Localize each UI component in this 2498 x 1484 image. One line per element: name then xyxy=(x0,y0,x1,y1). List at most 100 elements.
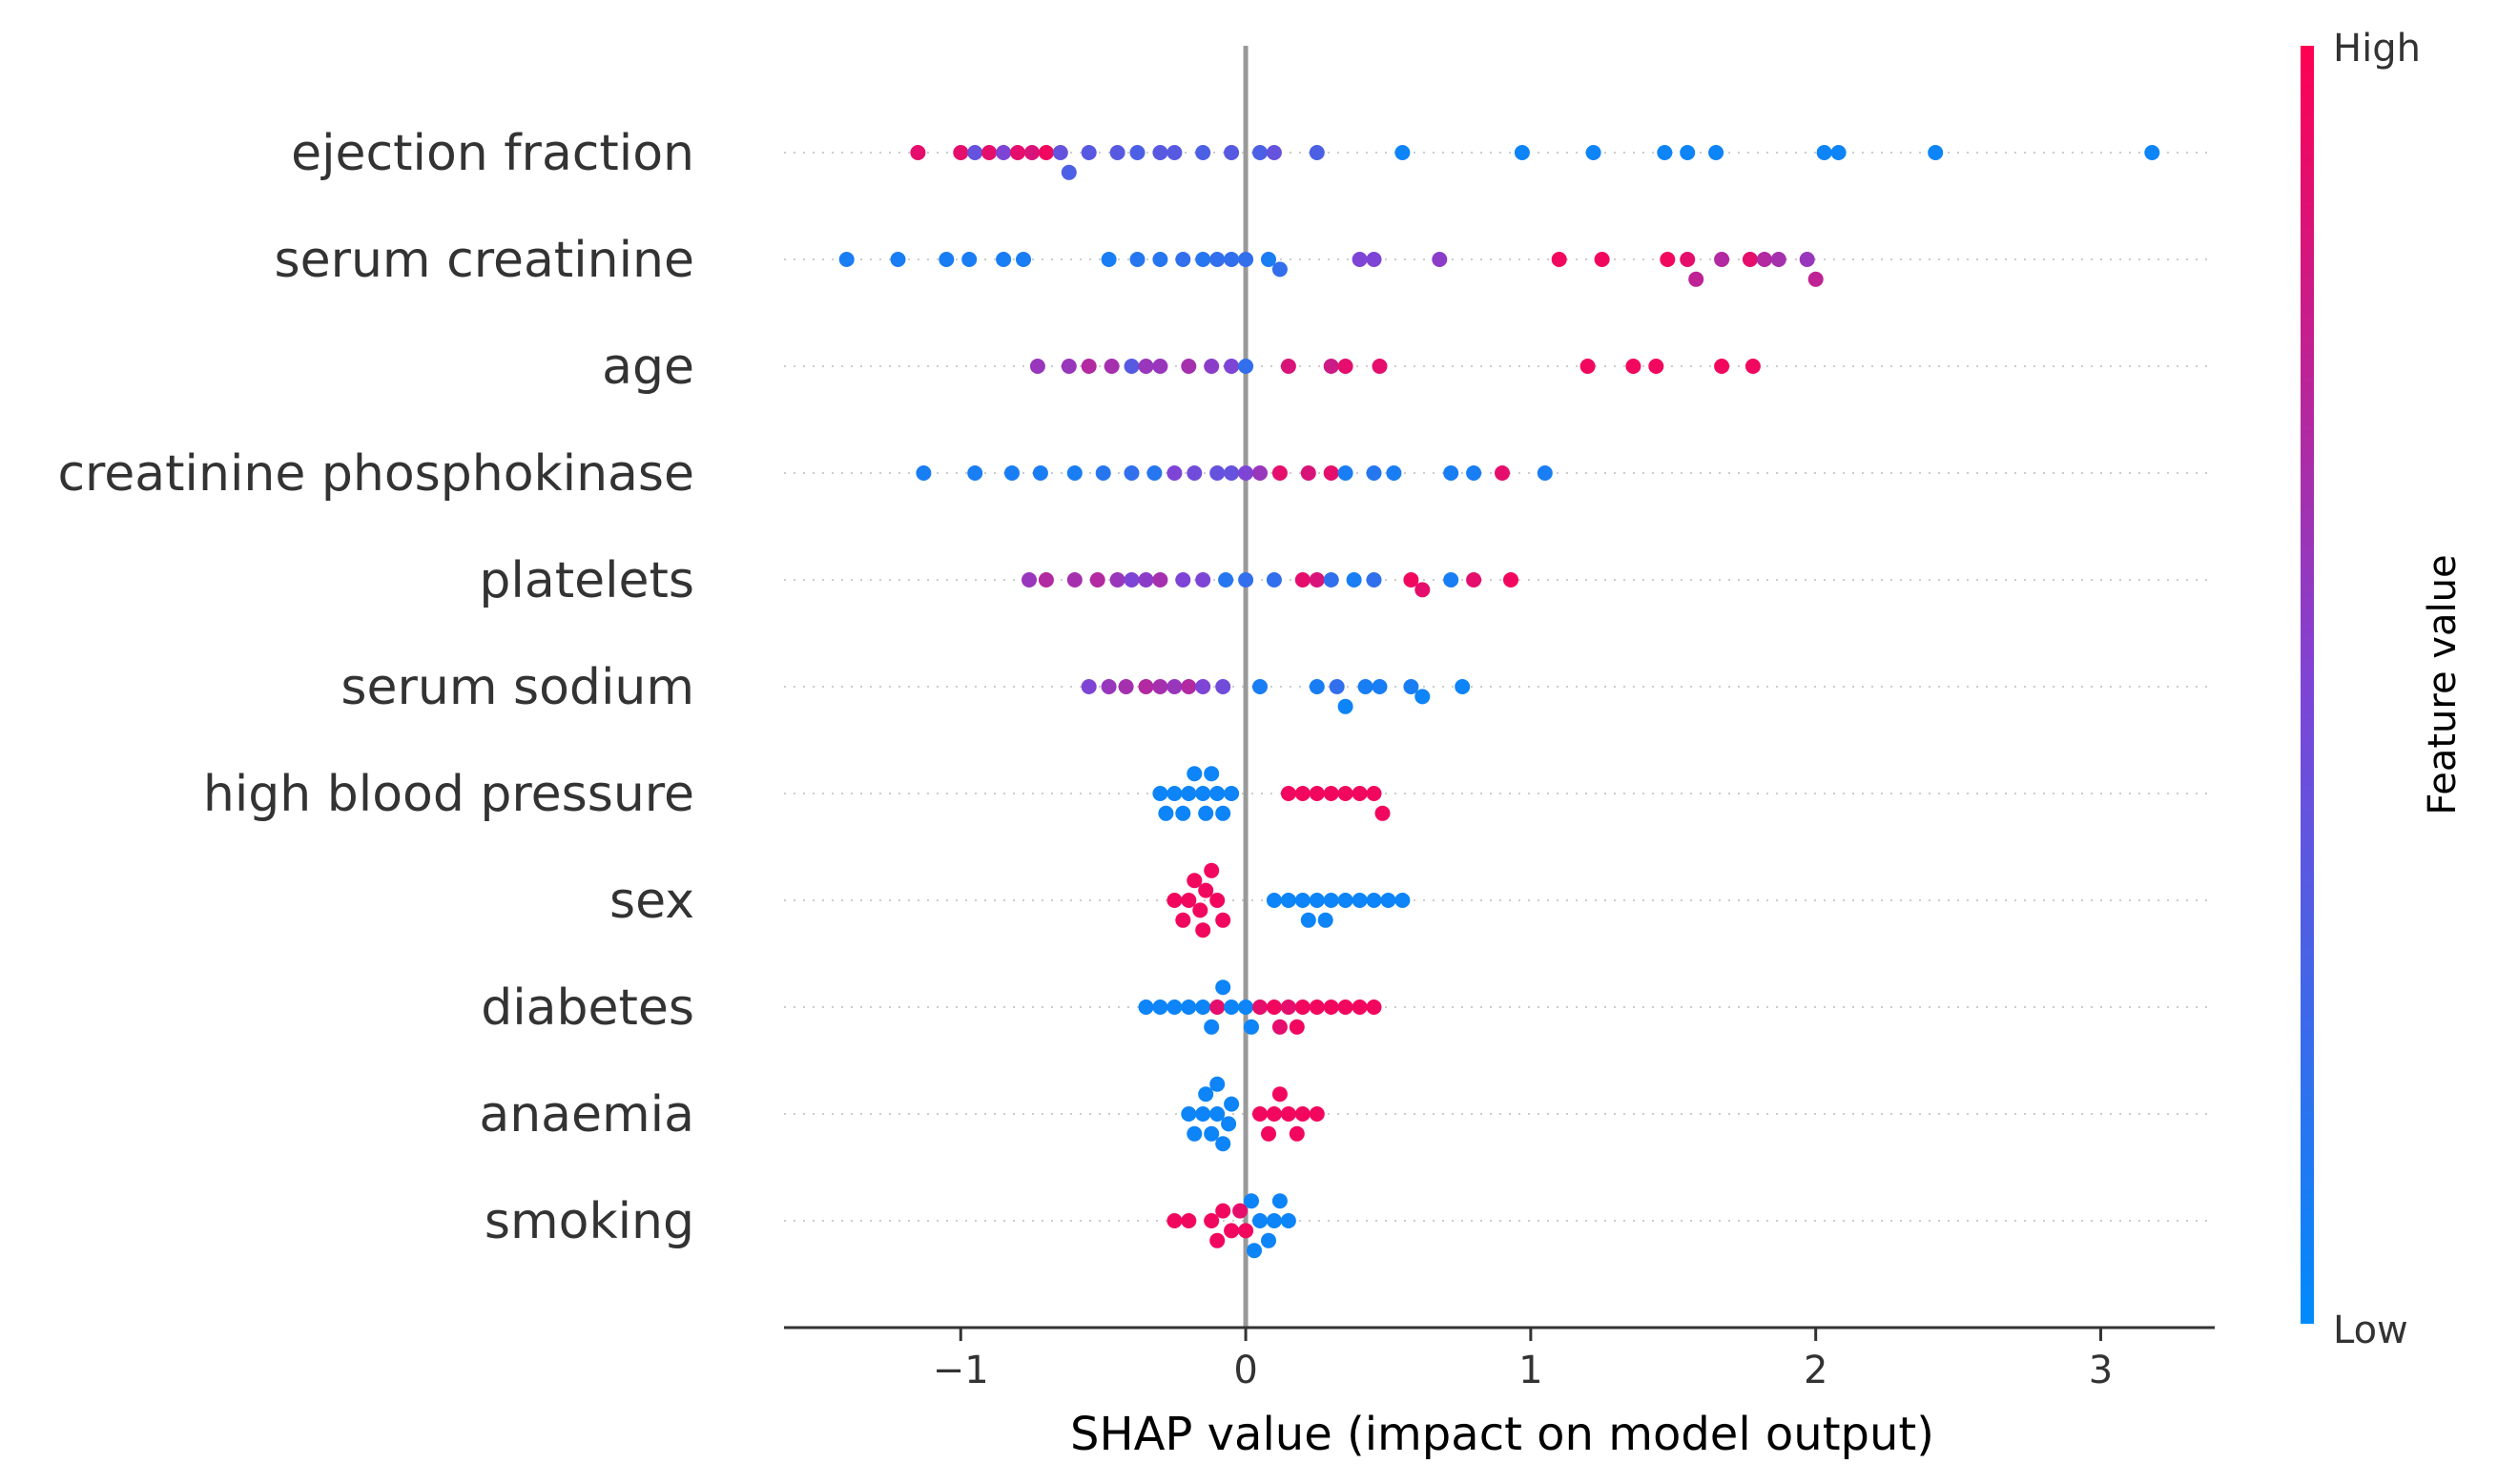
shap-point xyxy=(1443,465,1459,481)
shap-point xyxy=(1138,1000,1154,1015)
shap-point xyxy=(1061,164,1077,180)
shap-point xyxy=(1024,145,1040,160)
shap-point xyxy=(1138,572,1154,587)
feature-label: platelets xyxy=(479,552,694,609)
shap-point xyxy=(1066,465,1083,481)
shap-point xyxy=(1052,145,1068,160)
shap-point xyxy=(1266,1213,1282,1228)
x-tick-label: 3 xyxy=(2089,1349,2113,1392)
shap-point xyxy=(1095,465,1111,481)
shap-point xyxy=(1337,359,1353,374)
shap-point xyxy=(1224,359,1240,374)
shap-point xyxy=(1215,1136,1231,1152)
shap-point xyxy=(1799,252,1815,267)
shap-point xyxy=(1252,1213,1268,1228)
points-layer xyxy=(838,145,2160,1259)
shap-point xyxy=(1551,252,1567,267)
shap-point xyxy=(1004,465,1020,481)
shap-point xyxy=(1294,893,1311,908)
shap-point xyxy=(910,145,926,160)
shap-point xyxy=(939,252,955,267)
shap-point xyxy=(2144,145,2160,160)
shap-point xyxy=(1309,893,1325,908)
shap-point xyxy=(1198,805,1214,821)
shap-point xyxy=(1280,1213,1296,1228)
shap-point xyxy=(1585,145,1601,160)
shap-point xyxy=(1261,1125,1276,1142)
shap-point xyxy=(1280,786,1296,801)
shap-point xyxy=(1280,893,1296,908)
shap-point xyxy=(1514,145,1530,160)
shap-point xyxy=(996,252,1012,267)
shap-point xyxy=(1261,1232,1276,1248)
shap-point xyxy=(1372,359,1388,374)
shap-point xyxy=(1455,679,1471,694)
shap-point xyxy=(1252,465,1268,481)
shap-point xyxy=(1323,1000,1339,1015)
shap-point xyxy=(1166,145,1183,160)
shap-point xyxy=(1187,1125,1203,1142)
shap-point xyxy=(1252,679,1268,694)
shap-point xyxy=(1198,1086,1214,1103)
shap-point xyxy=(1579,359,1596,374)
shap-point xyxy=(1016,252,1031,267)
shap-point xyxy=(1770,252,1786,267)
shap-point xyxy=(1181,359,1197,374)
shap-point xyxy=(1247,1243,1262,1259)
shap-point xyxy=(1029,359,1045,374)
shap-point xyxy=(1366,786,1382,801)
shap-point xyxy=(1195,145,1211,160)
shap-point xyxy=(1816,145,1832,160)
shap-point xyxy=(1181,679,1197,694)
shap-point xyxy=(1195,1000,1211,1015)
shap-point xyxy=(1271,465,1288,481)
shap-point xyxy=(1215,679,1231,694)
shap-point xyxy=(1294,572,1311,587)
shap-point xyxy=(1714,252,1730,267)
shap-point xyxy=(1688,271,1704,287)
shap-point xyxy=(1657,145,1673,160)
colorbar-low-label: Low xyxy=(2333,1309,2408,1352)
shap-point xyxy=(1432,252,1448,267)
shap-point xyxy=(1198,882,1214,898)
shap-point xyxy=(1337,893,1353,908)
shap-point xyxy=(1294,786,1311,801)
shap-point xyxy=(1175,912,1191,928)
shap-point xyxy=(1209,1232,1226,1248)
shap-point xyxy=(1101,252,1117,267)
shap-point xyxy=(1289,1125,1305,1142)
shap-point xyxy=(1224,1096,1240,1112)
shap-point xyxy=(1181,1106,1197,1122)
feature-label: high blood pressure xyxy=(203,766,694,823)
shap-point xyxy=(1124,572,1140,587)
feature-label: diabetes xyxy=(481,979,694,1037)
shap-point xyxy=(1271,261,1288,278)
feature-label: serum sodium xyxy=(341,659,694,716)
feature-label: age xyxy=(602,339,694,396)
shap-point xyxy=(1204,359,1220,374)
shap-point xyxy=(1038,145,1054,160)
shap-point xyxy=(1238,359,1254,374)
shap-point xyxy=(1224,786,1240,801)
shap-point xyxy=(1209,465,1226,481)
shap-point xyxy=(1252,145,1268,160)
shap-point xyxy=(1215,805,1231,821)
shap-point xyxy=(1166,786,1183,801)
feature-rows: ejection fraction serum creatinine age crea… xyxy=(57,125,2215,1250)
shap-point xyxy=(1109,572,1125,587)
shap-point xyxy=(1152,679,1168,694)
shap-point xyxy=(1261,252,1276,267)
feature-label: serum creatinine xyxy=(275,232,694,289)
shap-point xyxy=(1271,1019,1288,1035)
shap-point xyxy=(1443,572,1459,587)
shap-point xyxy=(1204,862,1220,878)
shap-point xyxy=(1146,465,1163,481)
shap-point xyxy=(1309,786,1325,801)
shap-point xyxy=(1081,679,1097,694)
shap-point xyxy=(1221,1116,1237,1132)
shap-point xyxy=(1195,572,1211,587)
shap-point xyxy=(1394,145,1411,160)
colorbar-gradient xyxy=(2301,46,2314,1324)
shap-point xyxy=(1195,252,1211,267)
